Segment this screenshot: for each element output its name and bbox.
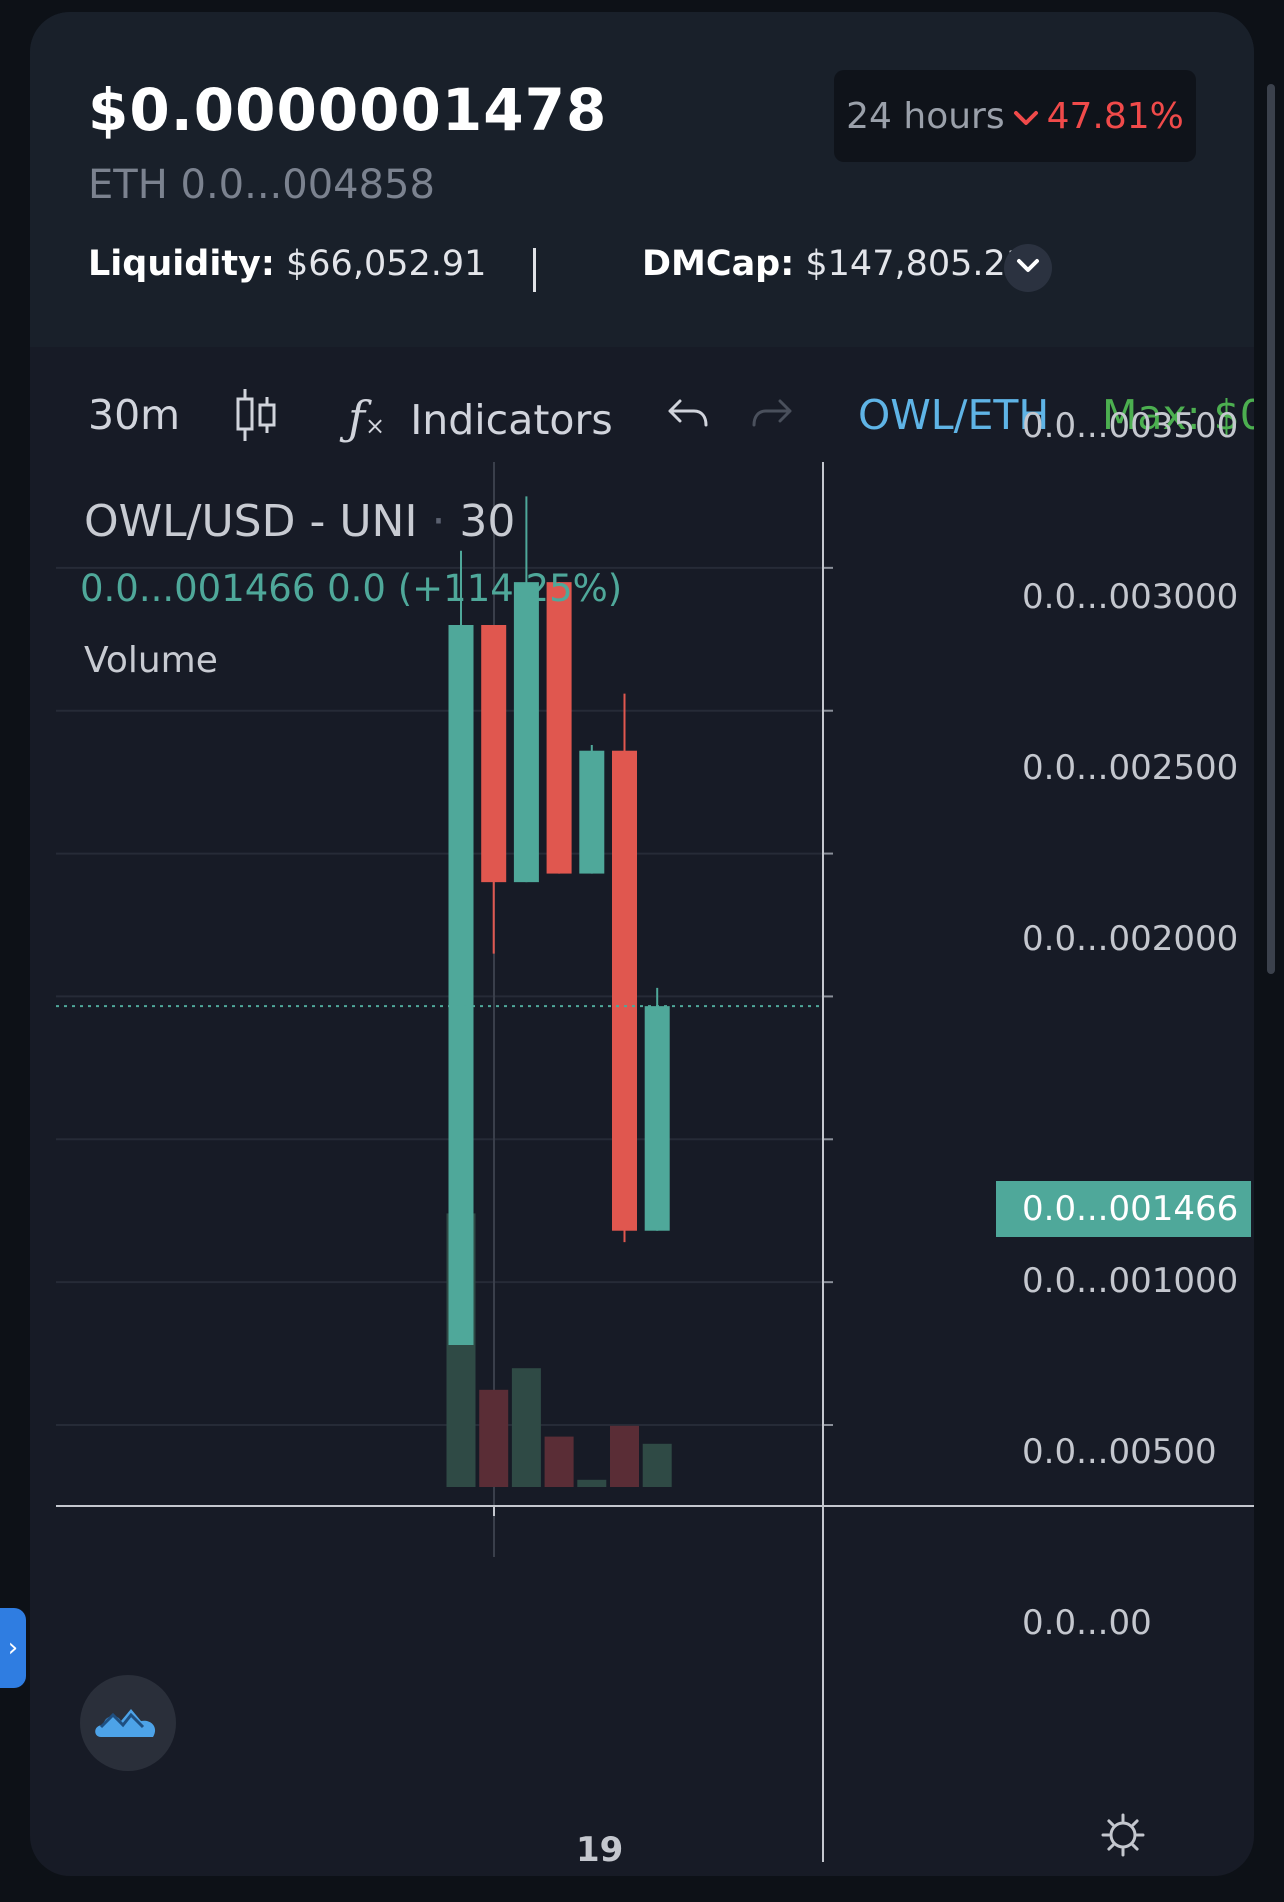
tradingview-logo[interactable] — [80, 1675, 176, 1771]
price-chart[interactable] — [30, 462, 1254, 1862]
stats-divider — [533, 248, 536, 292]
indicators-label: Indicators — [410, 396, 613, 444]
dmcap-value: $147,805.21 — [805, 244, 1029, 284]
token-header: $0.0000001478 ETH 0.0...004858 24 hours … — [30, 12, 1254, 347]
price-axis-label: 0.0...002000 — [1022, 919, 1239, 959]
token-eth-price: ETH 0.0...004858 — [88, 162, 435, 208]
scrollbar[interactable] — [1267, 84, 1275, 974]
period-label: 24 hours — [846, 95, 1005, 137]
redo-icon — [750, 393, 794, 441]
token-price: $0.0000001478 — [88, 76, 608, 144]
volume-bar — [544, 1436, 574, 1487]
price-change-badge[interactable]: 24 hours 47.81% — [834, 70, 1196, 162]
liquidity-value: $66,052.91 — [286, 244, 487, 284]
candle-body — [579, 750, 605, 874]
candle-body — [448, 625, 474, 1345]
last-price-marker: 0.0...001466 — [996, 1181, 1251, 1237]
price-axis-label: 0.0...003000 — [1022, 577, 1239, 617]
candle-body — [612, 750, 637, 1231]
change-percent: 47.81% — [1046, 95, 1184, 137]
chevron-down-icon — [1013, 96, 1039, 137]
liquidity-stat: Liquidity: $66,052.91 — [88, 244, 486, 284]
ohlc-values: 0.0...001466 0.0 (+114.25%) — [80, 567, 623, 610]
price-axis-label: 0.0...002500 — [1022, 748, 1239, 788]
liquidity-label: Liquidity: — [88, 244, 275, 284]
indicators-button[interactable]: ƒ× Indicators — [348, 391, 613, 445]
dmcap-label: DMCap: — [642, 244, 795, 284]
sidebar-toggle[interactable]: › — [0, 1608, 26, 1688]
dex-chart-card: $0.0000001478 ETH 0.0...004858 24 hours … — [30, 12, 1254, 1876]
time-axis-label: 19 — [576, 1830, 624, 1870]
chevron-right-icon: › — [7, 1633, 19, 1663]
undo-button[interactable] — [666, 393, 710, 441]
max-price-label: Max: $0. — [1102, 391, 1254, 439]
candle-body — [481, 625, 507, 883]
redo-button[interactable] — [750, 393, 794, 441]
chart-toolbar: 30m ƒ× Indicators OWL/ — [30, 357, 1254, 477]
price-axis-label: 0.0...001000 — [1022, 1261, 1239, 1301]
symbol-label: OWL/USD - UNI — [84, 496, 418, 547]
gear-icon — [1100, 1813, 1146, 1862]
pair-switch-link[interactable]: OWL/ETH — [858, 391, 1050, 439]
volume-legend: Volume — [84, 640, 218, 681]
candle-body — [546, 582, 572, 874]
candlestick-icon — [234, 389, 278, 453]
volume-bar — [479, 1389, 509, 1487]
expand-stats-button[interactable] — [1004, 244, 1052, 292]
price-axis-label: 0.0...00500 — [1022, 1432, 1217, 1472]
cloud-chart-icon — [93, 1701, 163, 1745]
candle-style-button[interactable] — [234, 387, 278, 453]
volume-bar — [511, 1368, 541, 1487]
dmcap-stat: DMCap: $147,805.21 — [642, 244, 1028, 284]
chevron-down-icon — [1016, 258, 1040, 278]
candle-body — [513, 582, 539, 883]
candle-body — [644, 1006, 670, 1231]
interval-button[interactable]: 30m — [88, 391, 181, 439]
volume-bar — [642, 1443, 672, 1487]
chart-legend-symbol: OWL/USD - UNI · 30 — [84, 496, 515, 547]
price-axis-label: 0.0...003500 — [1022, 406, 1239, 446]
legend-interval: 30 — [459, 496, 516, 547]
undo-icon — [666, 393, 710, 441]
volume-bar — [577, 1479, 607, 1487]
price-axis-label: 0.0...00 — [1022, 1603, 1152, 1643]
volume-bar — [610, 1425, 639, 1487]
legend-separator: · — [431, 496, 460, 547]
chart-settings-button[interactable] — [1100, 1812, 1146, 1862]
function-icon: ƒ× — [348, 391, 386, 445]
